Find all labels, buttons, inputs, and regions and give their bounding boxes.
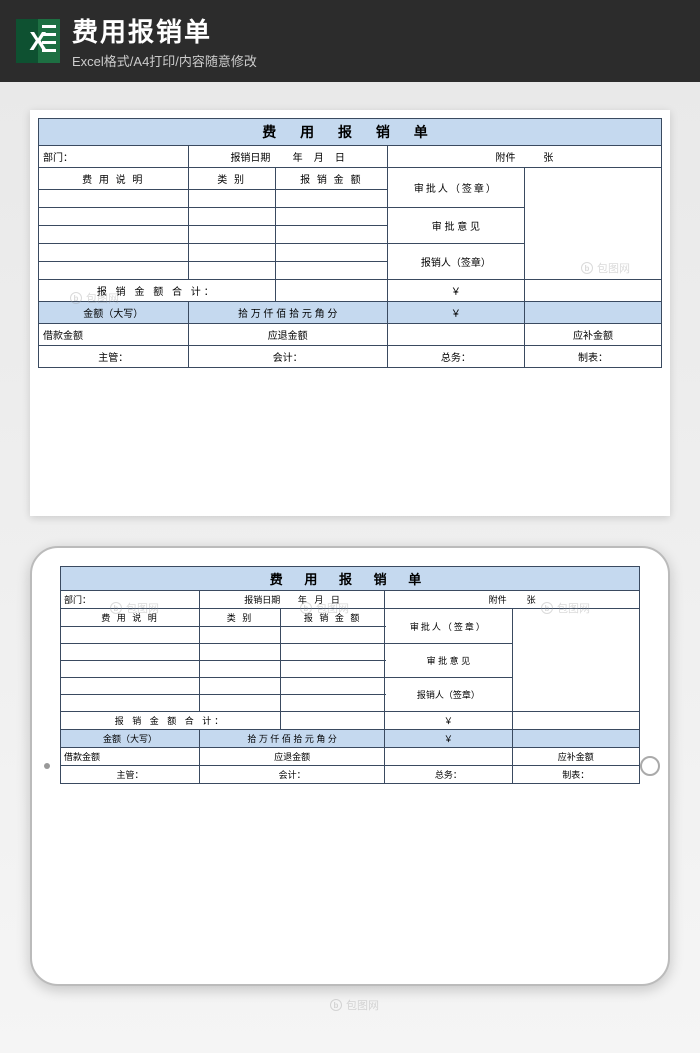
accountant-label: 会计： <box>199 766 384 784</box>
caps-units: 拾 万 仟 佰 拾 元 角 分 <box>199 730 384 748</box>
date-label: 报销日期 <box>230 153 270 164</box>
general-label: 总务： <box>387 346 524 368</box>
month-label: 月 <box>314 153 324 164</box>
form-title: 费 用 报 销 单 <box>61 567 640 591</box>
signature-area <box>524 168 661 280</box>
caps-label: 金额（大写） <box>39 302 189 324</box>
col-category: 类 别 <box>199 609 280 627</box>
accountant-label: 会计： <box>188 346 387 368</box>
refund-label: 应退金额 <box>199 748 384 766</box>
supplement-label: 应补金额 <box>512 748 639 766</box>
approver-label: 审批人（签章） <box>387 168 524 208</box>
opinion-label: 审 批 意 见 <box>387 208 524 244</box>
loan-label: 借款金额 <box>61 748 200 766</box>
year-label: 年 <box>293 153 303 164</box>
watermark: b 包图网 <box>330 997 379 1013</box>
col-desc: 费 用 说 明 <box>39 168 189 190</box>
supervisor-label: 主管： <box>39 346 189 368</box>
creator-label: 制表： <box>524 346 661 368</box>
attach-cell: 附件 张 <box>387 146 661 168</box>
caps-yen: ￥ <box>385 730 512 748</box>
signature-area <box>512 609 639 712</box>
blank-space <box>38 368 662 508</box>
creator-label: 制表： <box>512 766 639 784</box>
data-row <box>39 190 189 208</box>
month-label: 月 <box>314 595 323 605</box>
caps-yen: ￥ <box>387 302 524 324</box>
expense-form-table-tablet: 费 用 报 销 单 部门： 报销日期 年 月 日 附件 张 <box>60 566 640 784</box>
data-row <box>39 244 189 262</box>
data-row <box>39 226 189 244</box>
sheet-preview: 费 用 报 销 单 部门： 报销日期 年 月 日 附件 张 费 用 说 明 类 … <box>30 110 670 516</box>
currency-1: ￥ <box>385 712 512 730</box>
caps-label: 金额（大写） <box>61 730 200 748</box>
col-desc: 费 用 说 明 <box>61 609 200 627</box>
page-title: 费用报销单 <box>72 12 684 49</box>
currency-1: ￥ <box>387 280 524 302</box>
submitter-label: 报销人（签章） <box>387 244 524 280</box>
year-label: 年 <box>298 595 307 605</box>
col-amount: 报 销 金 额 <box>275 168 387 190</box>
form-title: 费 用 报 销 单 <box>39 119 662 146</box>
col-category: 类 别 <box>188 168 275 190</box>
caps-units: 拾 万 仟 佰 拾 元 角 分 <box>188 302 387 324</box>
submitter-label: 报销人（签章） <box>385 678 512 712</box>
expense-form-table: 费 用 报 销 单 部门： 报销日期 年 月 日 附件 张 费 用 说 明 类 … <box>38 118 662 368</box>
dept-label: 部门： <box>39 146 189 168</box>
general-label: 总务： <box>385 766 512 784</box>
date-label: 报销日期 <box>244 595 280 605</box>
day-label: 日 <box>331 595 340 605</box>
sheet-unit: 张 <box>527 595 536 605</box>
data-row <box>39 262 189 280</box>
day-label: 日 <box>335 153 345 164</box>
total-label: 报 销 金 额 合 计： <box>39 280 276 302</box>
date-cell: 报销日期 年 月 日 <box>199 591 384 609</box>
watermark-text: 包图网 <box>346 997 379 1013</box>
attach-label: 附件 <box>489 595 507 605</box>
opinion-label: 审 批 意 见 <box>385 644 512 678</box>
approver-label: 审批人（签章） <box>385 609 512 644</box>
app-header: X 费用报销单 Excel格式/A4打印/内容随意修改 <box>0 0 700 82</box>
attach-cell: 附件 张 <box>385 591 640 609</box>
tablet-mockup: 费 用 报 销 单 部门： 报销日期 年 月 日 附件 张 <box>30 546 670 986</box>
sheet-unit: 张 <box>543 153 553 164</box>
header-text-group: 费用报销单 Excel格式/A4打印/内容随意修改 <box>72 12 684 70</box>
date-cell: 报销日期 年 月 日 <box>188 146 387 168</box>
excel-icon-letter: X <box>29 26 46 57</box>
refund-label: 应退金额 <box>188 324 387 346</box>
supervisor-label: 主管： <box>61 766 200 784</box>
excel-icon: X <box>16 19 60 63</box>
dept-label: 部门： <box>61 591 200 609</box>
col-amount: 报 销 金 额 <box>281 609 385 627</box>
supplement-label: 应补金额 <box>524 324 661 346</box>
data-row <box>39 208 189 226</box>
loan-label: 借款金额 <box>39 324 189 346</box>
attach-label: 附件 <box>496 153 516 164</box>
page-subtitle: Excel格式/A4打印/内容随意修改 <box>72 51 684 70</box>
watermark-icon: b <box>330 999 342 1011</box>
total-label: 报 销 金 额 合 计： <box>61 712 281 730</box>
